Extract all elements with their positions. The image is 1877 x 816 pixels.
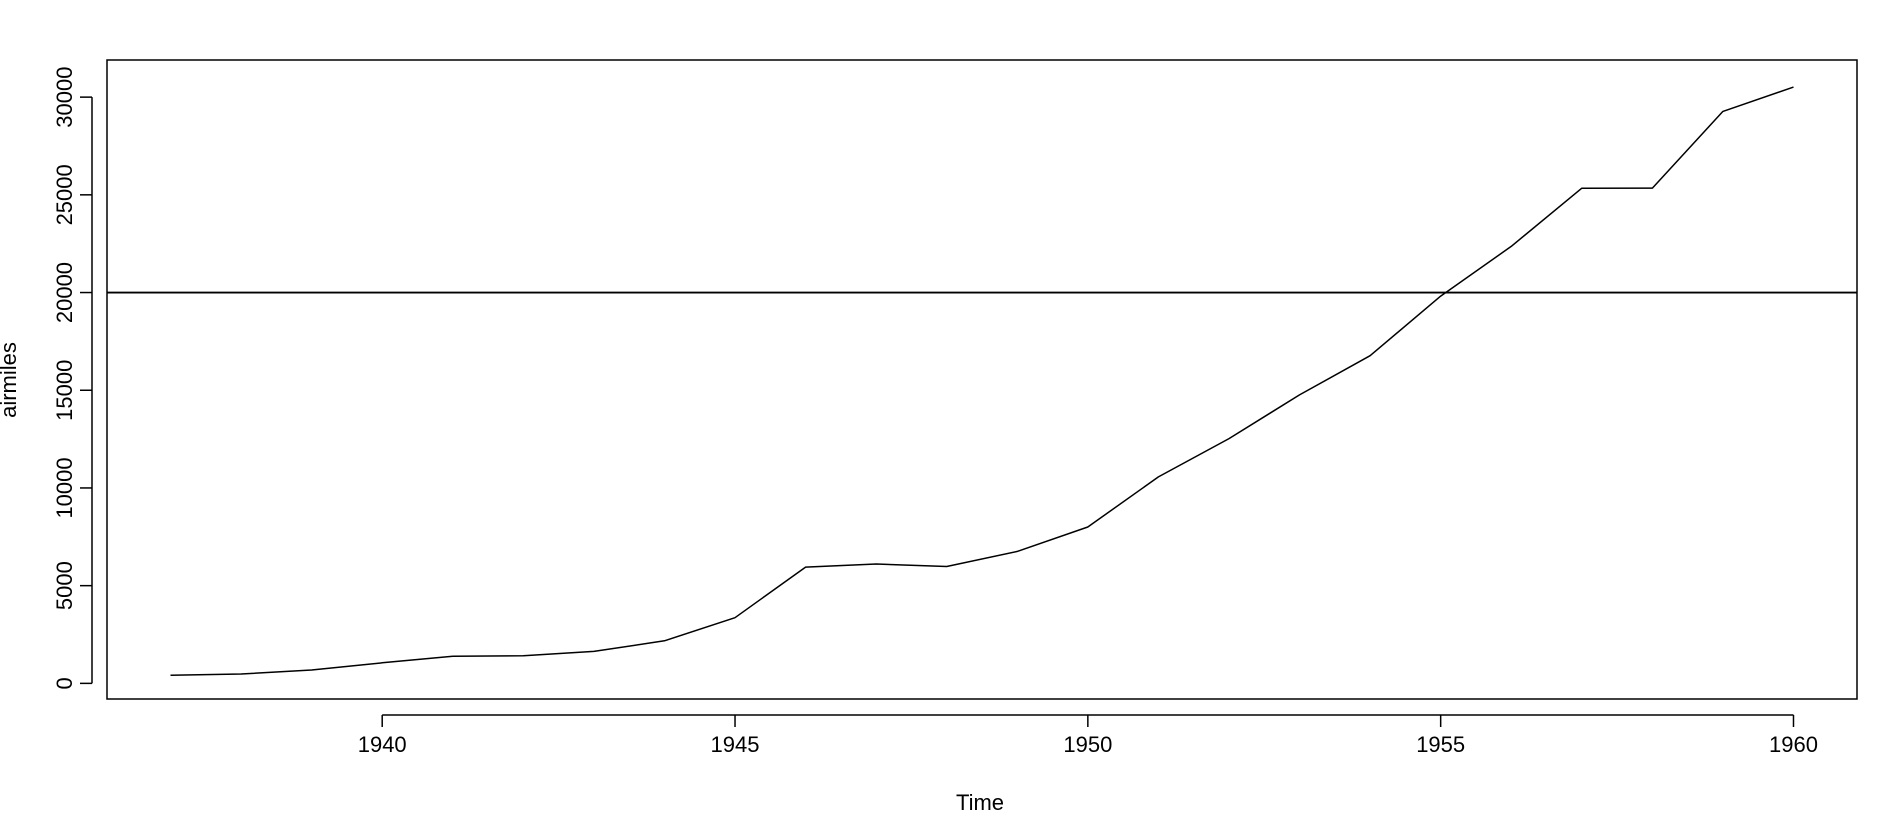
y-tick-label: 20000 — [52, 262, 77, 323]
y-axis-label: airmiles — [0, 342, 21, 418]
plot-frame — [106, 59, 1858, 700]
y-axis: 0 5000 10000 15000 20000 25000 30000 — [52, 67, 93, 689]
x-axis-label: Time — [956, 790, 1004, 811]
plot-area — [107, 86, 1857, 677]
y-tick-label: 10000 — [52, 457, 77, 518]
x-axis: 1940 1945 1950 1955 1960 — [358, 714, 1818, 757]
x-tick-label: 1955 — [1416, 732, 1465, 757]
x-tick-label: 1960 — [1769, 732, 1818, 757]
x-tick-label: 1940 — [358, 732, 407, 757]
x-tick-label: 1945 — [711, 732, 760, 757]
x-tick-label: 1950 — [1063, 732, 1112, 757]
y-tick-label: 15000 — [52, 360, 77, 421]
y-tick-label: 25000 — [52, 164, 77, 225]
y-tick-label: 0 — [52, 677, 77, 689]
y-tick-label: 5000 — [52, 561, 77, 610]
series-line — [170, 86, 1794, 677]
y-tick-label: 30000 — [52, 67, 77, 128]
